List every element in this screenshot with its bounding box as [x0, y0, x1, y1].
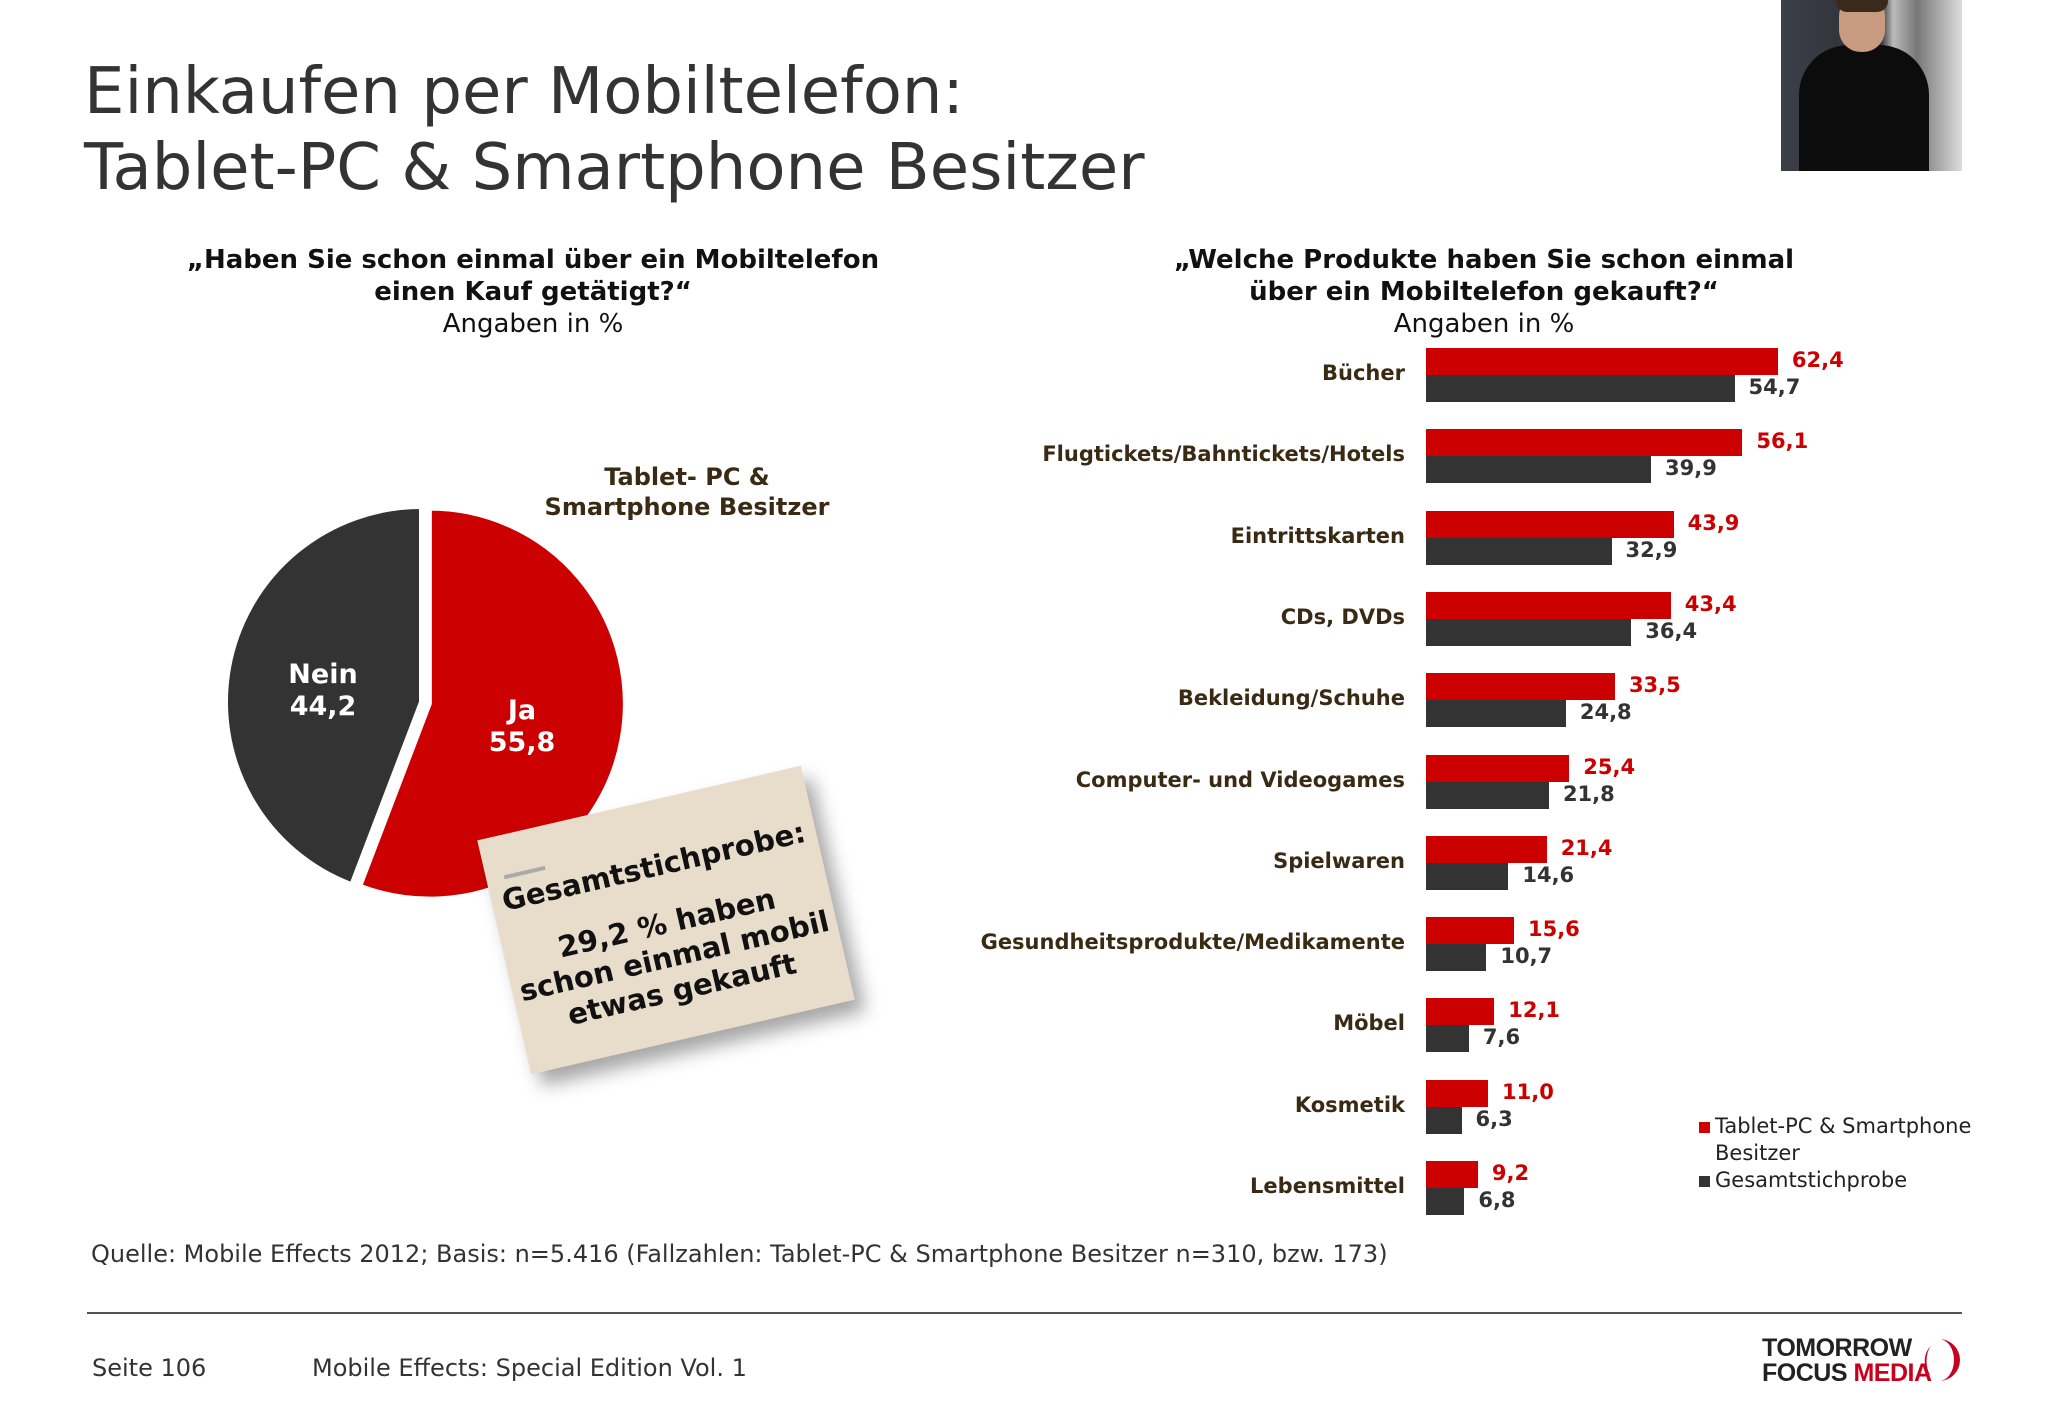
footer-divider — [87, 1312, 1962, 1314]
bar-tablet-smartphone — [1426, 429, 1743, 457]
logo-focus: FOCUS — [1762, 1359, 1848, 1387]
legend-swatch-red — [1699, 1122, 1710, 1133]
category-label: Bücher — [1322, 361, 1405, 385]
page-title: Einkaufen per Mobiltelefon: Tablet-PC & … — [84, 54, 1145, 206]
category-label: Computer- und Videogames — [1075, 767, 1405, 792]
category-label: CDs, DVDs — [1280, 604, 1405, 629]
bar-tablet-smartphone — [1426, 348, 1778, 375]
logo-media: MEDIA — [1853, 1359, 1932, 1387]
pie-slice-ja — [357, 506, 627, 901]
bar-value-label: 24,8 — [1579, 700, 1632, 725]
category-label: Lebensmittel — [1250, 1174, 1405, 1198]
bar-tablet-smartphone — [1426, 917, 1514, 945]
pie-slice-label: Nein — [288, 659, 357, 690]
category-label: Kosmetik — [1294, 1092, 1405, 1117]
legend-swatch-dark — [1699, 1176, 1710, 1187]
legend-label: Tablet-PC & Smartphone — [1715, 1114, 1972, 1138]
source-note: Quelle: Mobile Effects 2012; Basis: n=5.… — [91, 1240, 1388, 1268]
right-question: „Welche Produkte haben Sie schon einmal … — [1084, 244, 1884, 340]
legend-label: Besitzer — [1715, 1141, 1800, 1165]
logo-mark-icon — [1924, 1339, 1961, 1381]
bar-value-label: 39,9 — [1665, 456, 1717, 481]
bar-gesamtstichprobe — [1426, 1188, 1465, 1215]
left-question-line-1: „Haben Sie schon einmal über ein Mobilte… — [186, 245, 880, 275]
pie-slice-nein — [224, 504, 423, 887]
bar-value-label: 7,6 — [1482, 1025, 1521, 1050]
edition-label: Mobile Effects: Special Edition Vol. 1 — [312, 1354, 747, 1382]
bar-tablet-smartphone — [1426, 754, 1570, 782]
legend: Tablet-PC & Smartphone Besitzer Gesamtsti… — [1699, 1113, 1971, 1194]
category-label: Eintrittskarten — [1230, 523, 1405, 548]
legend-item-gesamt: Gesamtstichprobe — [1699, 1167, 1971, 1194]
bar-tablet-smartphone — [1426, 835, 1547, 863]
category-label: Flugtickets/Bahntickets/Hotels — [1042, 442, 1405, 467]
bar-value-label: 43,9 — [1687, 510, 1740, 535]
left-question-line-2: einen Kauf getätigt?“ — [374, 277, 692, 307]
bar-gesamtstichprobe — [1426, 375, 1735, 402]
bar-value-label: 56,1 — [1756, 429, 1809, 454]
bar-gesamtstichprobe — [1426, 700, 1566, 728]
bar-value-label: 36,4 — [1645, 618, 1698, 643]
category-label: Möbel — [1333, 1011, 1405, 1036]
category-label: Gesundheitsprodukte/Medikamente — [980, 930, 1405, 955]
bar-value-label: 10,7 — [1500, 944, 1553, 969]
category-label: Bekleidung/Schuhe — [1177, 686, 1405, 711]
legend-item-tablet: Tablet-PC & Smartphone Besitzer — [1699, 1113, 1971, 1167]
bar-value-label: 12,1 — [1508, 998, 1561, 1023]
right-question-unit: Angaben in % — [1393, 309, 1575, 339]
bar-value-label: 6,8 — [1478, 1188, 1516, 1212]
bar-value-label: 21,8 — [1562, 781, 1615, 806]
category-label: Spielwaren — [1273, 848, 1405, 873]
bar-tablet-smartphone — [1426, 673, 1615, 701]
bar-value-label: 14,6 — [1522, 862, 1575, 887]
bar-value-label: 25,4 — [1583, 754, 1636, 779]
title-line-1: Einkaufen per Mobiltelefon: — [84, 55, 964, 129]
left-question-unit: Angaben in % — [442, 309, 624, 339]
bar-value-label: 54,7 — [1748, 375, 1801, 399]
bar-value-label: 21,4 — [1560, 835, 1613, 860]
bar-gesamtstichprobe — [1426, 862, 1509, 890]
bar-value-label: 15,6 — [1527, 917, 1580, 942]
bar-gesamtstichprobe — [1426, 456, 1652, 484]
tomorrow-focus-media-logo: TOMORROW FOCUS MEDIA — [1762, 1334, 1961, 1387]
left-question: „Haben Sie schon einmal über ein Mobilte… — [133, 244, 933, 340]
page-number: Seite 106 — [92, 1354, 207, 1382]
bar-gesamtstichprobe — [1426, 944, 1487, 972]
bar-value-label: 43,4 — [1684, 591, 1737, 616]
pie-slice-value: 44,2 — [290, 691, 357, 722]
bar-value-label: 33,5 — [1628, 673, 1681, 698]
legend-label: Gesamtstichprobe — [1715, 1168, 1908, 1192]
bar-value-label: 6,3 — [1475, 1106, 1513, 1131]
bar-tablet-smartphone — [1426, 510, 1674, 538]
bar-value-label: 62,4 — [1791, 348, 1844, 372]
bar-tablet-smartphone — [1426, 1161, 1478, 1188]
bar-gesamtstichprobe — [1426, 1025, 1469, 1053]
bar-gesamtstichprobe — [1426, 1106, 1462, 1134]
pie-slice-label: Ja — [506, 695, 536, 726]
bar-tablet-smartphone — [1426, 591, 1671, 619]
pie-title: Tablet- PC & Smartphone Besitzer — [544, 463, 830, 521]
bar-value-label: 11,0 — [1502, 1079, 1554, 1104]
right-question-line-2: über ein Mobiltelefon gekauft?“ — [1249, 277, 1719, 307]
bar-tablet-smartphone — [1426, 1079, 1489, 1107]
person-photo — [1781, 0, 1962, 171]
bar-gesamtstichprobe — [1426, 781, 1549, 809]
bar-tablet-smartphone — [1426, 998, 1495, 1026]
pie-slice-value: 55,8 — [489, 727, 556, 758]
bar-value-label: 32,9 — [1625, 537, 1678, 562]
title-line-2: Tablet-PC & Smartphone Besitzer — [84, 131, 1145, 205]
logo-line-1: TOMORROW — [1762, 1334, 1912, 1362]
right-question-line-1: „Welche Produkte haben Sie schon einmal — [1173, 245, 1795, 275]
bar-value-label: 9,2 — [1491, 1161, 1530, 1185]
bar-gesamtstichprobe — [1426, 537, 1612, 565]
bar-gesamtstichprobe — [1426, 618, 1632, 646]
